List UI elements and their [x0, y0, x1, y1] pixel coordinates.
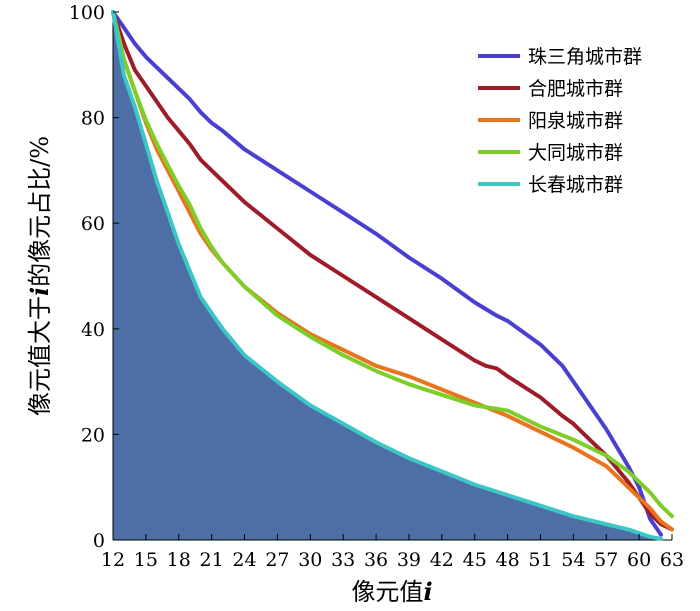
x-tick-label: 15 [134, 549, 158, 571]
x-tick-label: 27 [265, 549, 289, 571]
x-tick-label: 18 [167, 549, 191, 571]
legend-label-2: 合肥城市群 [528, 78, 623, 100]
x-tick-label: 48 [495, 549, 519, 571]
series-line-4 [111, 10, 674, 519]
x-tick-label: 21 [200, 549, 224, 571]
x-tick-label: 45 [463, 549, 487, 571]
x-axis-title-var: i [423, 577, 432, 606]
y-axis-title-var: i [25, 287, 54, 296]
series-line-5 [111, 10, 663, 541]
x-tick-labels: 12 15 18 21 24 27 30 33 36 39 42 45 48 51 54 57 60 63 [101, 534, 684, 571]
y-tick-labels: 0 20 40 60 80 100 [69, 2, 119, 552]
y-tick-label: 20 [81, 424, 105, 446]
x-tick-label: 12 [101, 549, 125, 571]
y-tick-label: 40 [81, 319, 105, 341]
x-tick-label: 42 [430, 549, 454, 571]
area-under-curve [113, 12, 662, 540]
y-axis-title-text: 像元值大于 [26, 296, 54, 416]
series-line-3 [111, 10, 674, 532]
series-line-2 [111, 10, 674, 532]
y-tick-label: 0 [93, 530, 105, 552]
axes [112, 12, 672, 541]
x-tick-label: 39 [397, 549, 421, 571]
y-axis-title-suffix: 的像元占比/% [26, 136, 54, 287]
legend-background [465, 35, 675, 210]
series-line-1 [111, 10, 663, 537]
legend-label-4: 大同城市群 [528, 142, 623, 164]
x-tick-label: 63 [660, 549, 684, 571]
legend-label-3: 阳泉城市群 [528, 110, 623, 132]
legend-label-5: 长春城市群 [528, 174, 623, 196]
x-axis-title-text: 像元值 [351, 578, 423, 606]
legend-label-1: 珠三角城市群 [528, 46, 642, 68]
y-axis-title: 像元值大于i的像元占比/% [25, 136, 54, 416]
area-fill [113, 12, 662, 540]
x-tick-label: 24 [232, 549, 256, 571]
x-tick-label: 57 [594, 549, 618, 571]
x-tick-label: 36 [364, 549, 388, 571]
x-tick-label: 51 [528, 549, 552, 571]
y-tick-label: 100 [69, 2, 105, 24]
x-tick-label: 54 [561, 549, 585, 571]
y-tick-label: 80 [81, 108, 105, 130]
x-tick-label: 33 [331, 549, 355, 571]
y-tick-label: 60 [81, 213, 105, 235]
series-lines [111, 10, 674, 541]
x-axis-title: 像元值i [351, 577, 432, 606]
x-tick-label: 60 [627, 549, 651, 571]
x-tick-label: 30 [298, 549, 322, 571]
